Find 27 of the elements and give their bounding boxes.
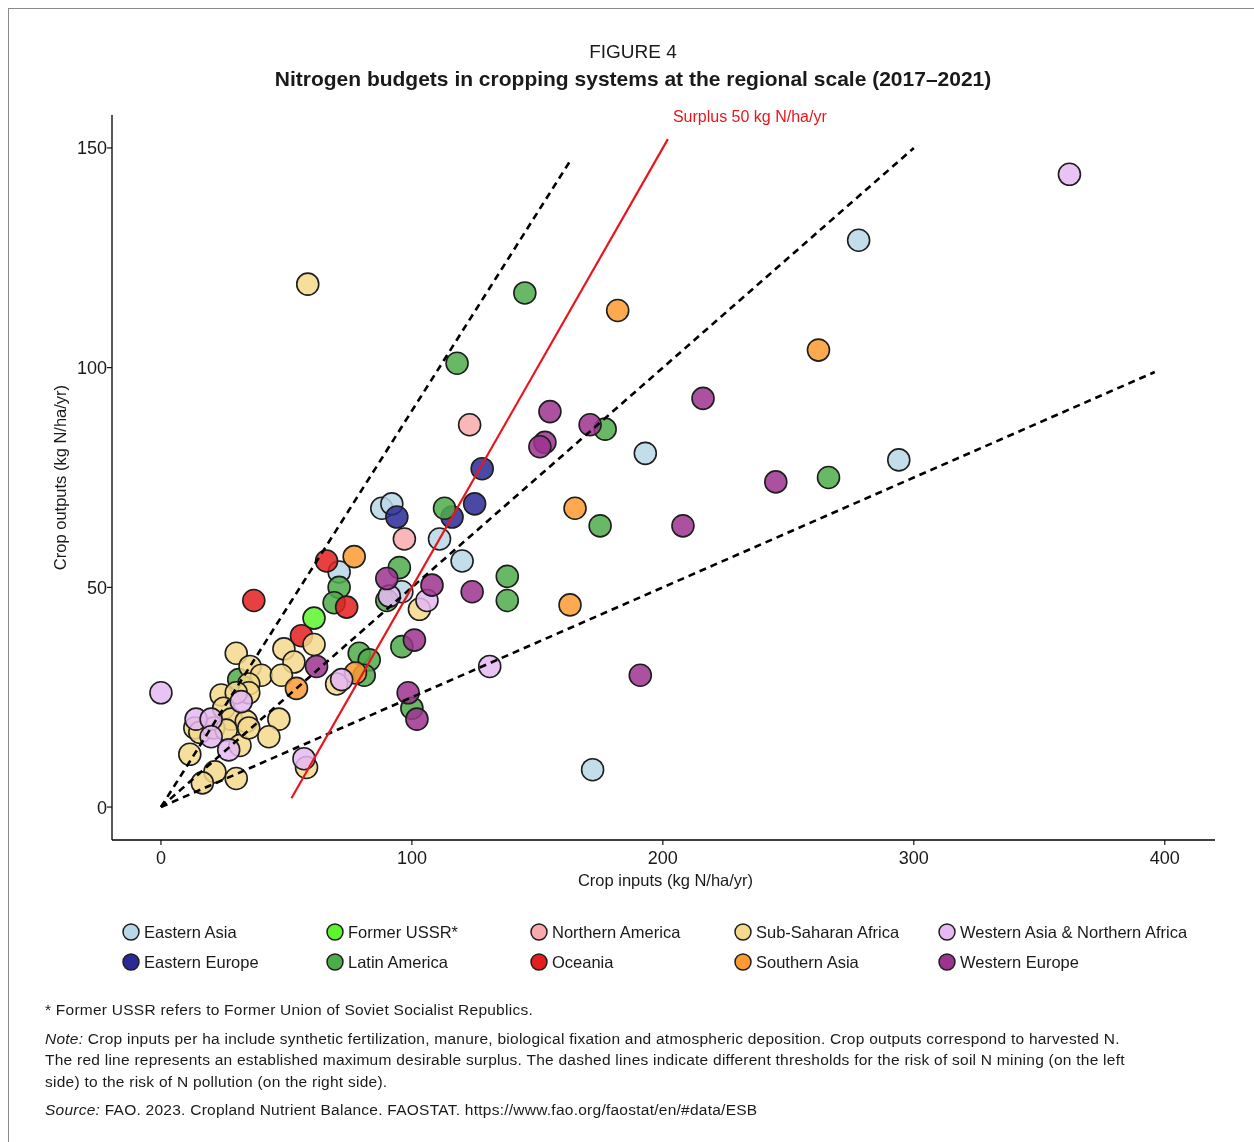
legend-label: Latin America [348,953,449,971]
series-label: Surplus 50 kg N/ha/yr [672,108,828,126]
x-tick-label: 200 [647,848,678,868]
x-tick-label: 100 [396,848,427,868]
x-tick-label: 300 [898,848,929,868]
chart-title: Nitrogen budgets in cropping systems at the regional scale (2017–2021) [274,67,992,90]
legend-label: Northern America [552,923,682,941]
legend-label: Eastern Europe [144,953,259,971]
caption: FIGURE 4 [589,41,678,62]
legend-label: Western Asia & Northern Africa [960,923,1188,941]
source-note: Source: FAO. 2023. Cropland Nutrient Balance. FAOSTAT. https://www.fao.org/faostat/en/#data/ESB [45,1101,758,1118]
text: * Former USSR refers to Former Union of Soviet Socialist Republics. [45,1001,533,1018]
legend-label: Western Europe [960,953,1079,971]
legend-label: Southern Asia [756,953,860,971]
y-tick-label: 0 [96,797,107,818]
y-tick-label: 50 [86,577,107,598]
text: Note: Crop inputs per ha include synthetic fertilization, manure, biological fixation and atmospheric deposition. Crop outputs correspond to harvested N. The red line represents an established maximum desirable surplus. The dashed lines indicate different thresholds for the risk of soil N mining (on the left side) to the risk of N pollution (on the right side). [45,1029,1125,1090]
legend-label: Oceania [552,953,615,971]
y-tick-label: 150 [76,138,107,159]
y-tick-label: 100 [76,358,107,379]
y-axis-title: Crop outputs (kg N/ha/yr) [51,384,69,571]
legend-label: Former USSR* [348,923,459,941]
legend-label: Sub-Saharan Africa [756,923,900,941]
x-tick-label: 0 [155,848,166,868]
legend-label: Eastern Asia [144,923,238,941]
x-tick-label: 400 [1149,848,1180,868]
x-axis-title: Crop inputs (kg N/ha/yr) [577,871,754,889]
